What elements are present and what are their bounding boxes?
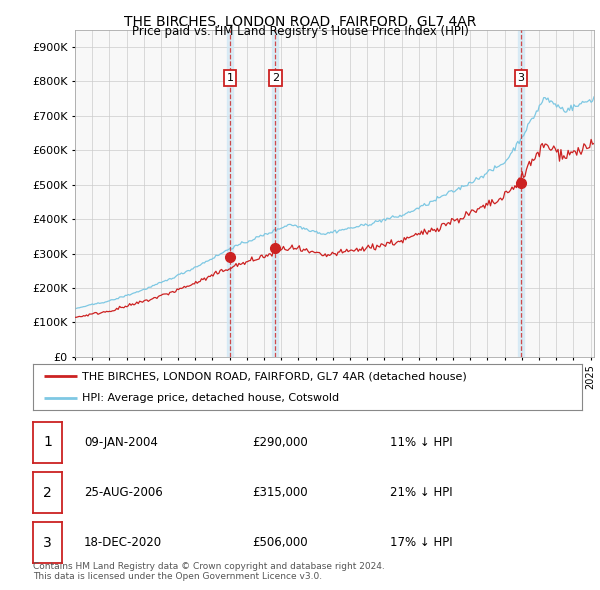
Text: THE BIRCHES, LONDON ROAD, FAIRFORD, GL7 4AR (detached house): THE BIRCHES, LONDON ROAD, FAIRFORD, GL7 … [82,372,467,382]
Text: £506,000: £506,000 [252,536,308,549]
Text: Price paid vs. HM Land Registry's House Price Index (HPI): Price paid vs. HM Land Registry's House … [131,25,469,38]
Text: 1: 1 [43,435,52,450]
Text: 11% ↓ HPI: 11% ↓ HPI [390,436,452,449]
Bar [272,30,278,357]
Bar [518,30,524,357]
Text: 2: 2 [272,73,279,83]
Text: 09-JAN-2004: 09-JAN-2004 [84,436,158,449]
Text: THE BIRCHES, LONDON ROAD, FAIRFORD, GL7 4AR: THE BIRCHES, LONDON ROAD, FAIRFORD, GL7 … [124,15,476,29]
Text: £315,000: £315,000 [252,486,308,499]
Text: Contains HM Land Registry data © Crown copyright and database right 2024.
This d: Contains HM Land Registry data © Crown c… [33,562,385,581]
Text: 3: 3 [43,536,52,550]
Text: 3: 3 [518,73,524,83]
Text: 1: 1 [227,73,233,83]
Text: HPI: Average price, detached house, Cotswold: HPI: Average price, detached house, Cots… [82,392,340,402]
Bar [227,30,233,357]
Text: 25-AUG-2006: 25-AUG-2006 [84,486,163,499]
Text: 2: 2 [43,486,52,500]
Text: 18-DEC-2020: 18-DEC-2020 [84,536,162,549]
Text: 17% ↓ HPI: 17% ↓ HPI [390,536,452,549]
Text: £290,000: £290,000 [252,436,308,449]
Text: 21% ↓ HPI: 21% ↓ HPI [390,486,452,499]
